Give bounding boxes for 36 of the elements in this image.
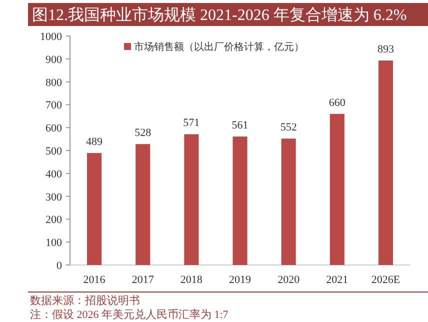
bar (232, 136, 248, 265)
y-tick-label: 500 (46, 146, 62, 158)
source-note: 数据来源：招股说明书 (30, 294, 140, 307)
x-tick-label: 2021 (326, 274, 348, 286)
bar (87, 153, 102, 265)
bar (184, 134, 199, 265)
bar (330, 114, 344, 265)
x-tick-label: 2016 (83, 274, 106, 286)
y-tick-label: 0 (56, 260, 62, 272)
legend-label: 市场销售额（以出厂价格计算，亿元） (134, 41, 304, 53)
data-label: 893 (377, 44, 394, 56)
bar (378, 60, 393, 265)
data-label: 528 (134, 127, 152, 140)
y-tick-label: 200 (46, 214, 62, 226)
y-tick-label: 400 (46, 168, 62, 180)
x-tick-label: 2026E (371, 274, 400, 286)
x-tick-label: 2019 (229, 274, 252, 286)
text: 注：假设 2026 年美元兑人民币汇率为 1:7 (30, 308, 229, 321)
data-label: 552 (280, 122, 297, 134)
bar (136, 144, 150, 265)
data-label: 660 (328, 96, 346, 109)
chart-title: 图12.我国种业市场规模 2021-2026 年复合增速为 6.2% (32, 6, 407, 24)
y-tick-label: 900 (46, 54, 62, 66)
data-label: 489 (86, 136, 104, 148)
data-label: 571 (183, 117, 200, 130)
bar (281, 138, 296, 265)
x-tick-label: 2017 (132, 274, 154, 286)
data-label: 561 (232, 120, 248, 132)
y-tick-label: 300 (46, 191, 62, 204)
y-tick-label: 700 (46, 100, 62, 112)
y-tick-label: 100 (46, 237, 62, 250)
y-tick-label: 800 (46, 76, 62, 89)
y-tick-label: 1000 (40, 31, 62, 43)
y-tick-label: 600 (46, 122, 62, 135)
x-tick-label: 2018 (180, 274, 203, 286)
x-tick-label: 2020 (278, 274, 300, 286)
